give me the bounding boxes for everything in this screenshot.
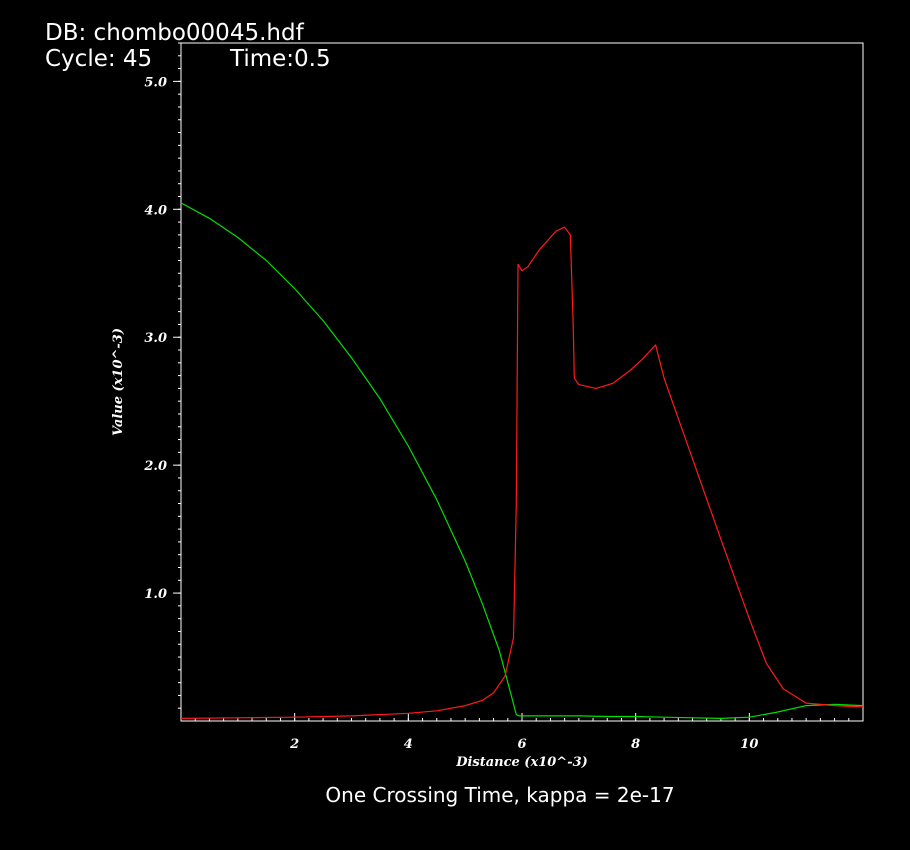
- y-axis-title: Value (x10^-3): [111, 328, 126, 436]
- time-label: Time:0.5: [229, 46, 331, 72]
- y-tick-label: 1.0: [144, 587, 167, 602]
- x-tick-label: 8: [631, 737, 640, 752]
- x-tick-label: 10: [740, 737, 758, 752]
- y-tick-label: 5.0: [144, 75, 167, 90]
- cycle-label: Cycle: 45: [45, 46, 152, 72]
- x-tick-label: 6: [517, 737, 526, 752]
- y-tick-label: 2.0: [143, 459, 167, 474]
- x-tick-label: 2: [289, 737, 299, 752]
- chart-caption: One Crossing Time, kappa = 2e-17: [325, 783, 674, 807]
- series-layer: [180, 202, 864, 720]
- series-line-2: [180, 226, 864, 719]
- x-axis-title: Distance (x10^-3): [455, 755, 588, 770]
- database-label: DB: chombo00045.hdf: [45, 20, 305, 46]
- x-tick-label: 4: [404, 737, 413, 752]
- x-axis-ticks: 2 4 6 8 10: [289, 713, 758, 752]
- y-tick-label: 4.0: [144, 203, 167, 218]
- series-line-1: [180, 202, 864, 720]
- plot-frame: [180, 42, 864, 722]
- y-axis-ticks: 1.0 2.0 3.0 4.0 5.0: [143, 75, 181, 602]
- y-tick-label: 3.0: [144, 331, 167, 346]
